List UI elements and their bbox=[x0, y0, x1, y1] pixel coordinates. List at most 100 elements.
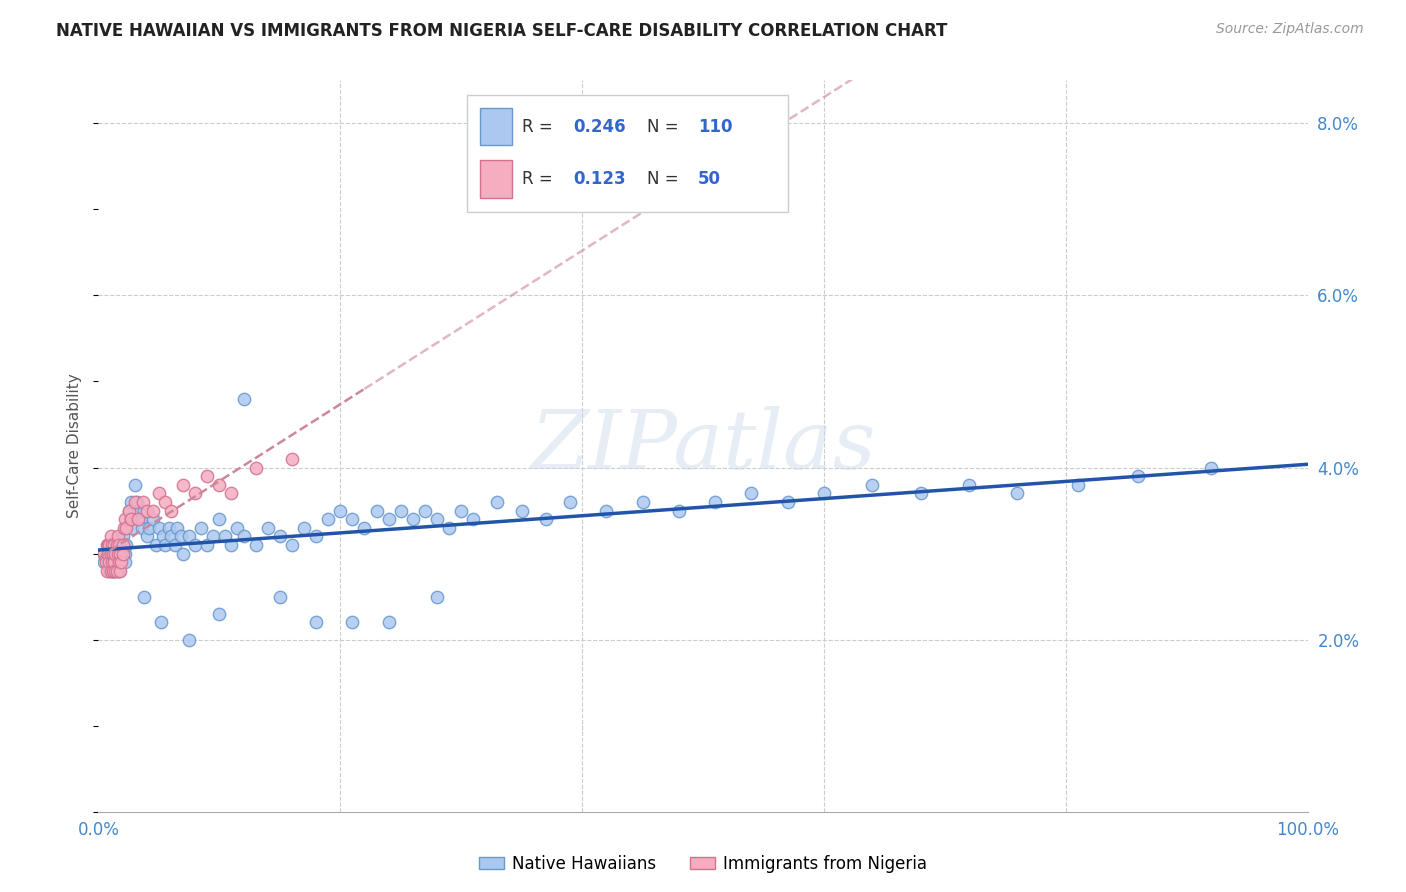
Point bbox=[110, 555, 132, 569]
Point bbox=[118, 512, 141, 526]
Point bbox=[377, 512, 399, 526]
Point bbox=[135, 529, 157, 543]
Point bbox=[202, 529, 225, 543]
Point bbox=[115, 521, 138, 535]
Point bbox=[184, 538, 207, 552]
Point bbox=[190, 521, 212, 535]
Point bbox=[103, 538, 125, 552]
Point bbox=[292, 521, 315, 535]
Point bbox=[1007, 486, 1029, 500]
Point bbox=[316, 512, 339, 526]
Point bbox=[486, 495, 509, 509]
Point bbox=[450, 503, 472, 517]
Point bbox=[256, 521, 278, 535]
Point bbox=[118, 503, 141, 517]
Point bbox=[97, 555, 120, 569]
Point bbox=[100, 564, 122, 578]
Point bbox=[152, 529, 174, 543]
Point bbox=[104, 547, 127, 561]
Point bbox=[1128, 469, 1150, 483]
Point bbox=[153, 538, 176, 552]
Point bbox=[100, 555, 122, 569]
Point bbox=[305, 529, 328, 543]
Point bbox=[631, 495, 654, 509]
Point bbox=[100, 529, 122, 543]
Point bbox=[221, 486, 243, 500]
Point bbox=[135, 503, 157, 517]
Point bbox=[105, 538, 128, 552]
Point bbox=[108, 547, 131, 561]
Point bbox=[94, 555, 117, 569]
Point bbox=[463, 512, 485, 526]
Point bbox=[245, 538, 267, 552]
Point bbox=[179, 632, 201, 647]
Point bbox=[329, 503, 352, 517]
Point bbox=[184, 486, 207, 500]
Text: ZIPatlas: ZIPatlas bbox=[530, 406, 876, 486]
Point bbox=[97, 538, 120, 552]
Point bbox=[100, 564, 122, 578]
Point bbox=[160, 529, 183, 543]
Point bbox=[111, 547, 134, 561]
Point bbox=[157, 521, 180, 535]
Point bbox=[195, 538, 218, 552]
Point bbox=[377, 615, 399, 630]
Point bbox=[127, 495, 149, 509]
Point bbox=[107, 564, 129, 578]
Point bbox=[107, 529, 129, 543]
Point bbox=[111, 538, 134, 552]
Point bbox=[127, 512, 149, 526]
Point bbox=[166, 521, 188, 535]
Point bbox=[103, 555, 125, 569]
Point bbox=[108, 564, 131, 578]
Point bbox=[98, 564, 121, 578]
Point bbox=[134, 590, 156, 604]
Point bbox=[1199, 460, 1222, 475]
Point bbox=[342, 512, 364, 526]
Point bbox=[93, 547, 115, 561]
Point bbox=[103, 538, 125, 552]
Point bbox=[208, 512, 231, 526]
Point bbox=[108, 555, 131, 569]
Point bbox=[129, 512, 152, 526]
Point bbox=[957, 477, 980, 491]
Point bbox=[813, 486, 835, 500]
Point bbox=[426, 590, 449, 604]
Point bbox=[112, 538, 135, 552]
Point bbox=[108, 538, 131, 552]
Point bbox=[860, 477, 883, 491]
Point bbox=[103, 555, 125, 569]
Point bbox=[342, 615, 364, 630]
Point bbox=[668, 503, 690, 517]
Point bbox=[148, 486, 170, 500]
Point bbox=[104, 547, 127, 561]
Point bbox=[96, 538, 118, 552]
Point bbox=[114, 547, 136, 561]
Point bbox=[281, 451, 304, 466]
Text: NATIVE HAWAIIAN VS IMMIGRANTS FROM NIGERIA SELF-CARE DISABILITY CORRELATION CHAR: NATIVE HAWAIIAN VS IMMIGRANTS FROM NIGER… bbox=[56, 22, 948, 40]
Point bbox=[98, 555, 121, 569]
Point bbox=[97, 547, 120, 561]
Point bbox=[366, 503, 388, 517]
Point bbox=[93, 555, 115, 569]
Point bbox=[163, 538, 186, 552]
Point bbox=[413, 503, 436, 517]
Point bbox=[108, 547, 131, 561]
Point bbox=[389, 503, 412, 517]
Point bbox=[104, 564, 127, 578]
Point bbox=[105, 555, 128, 569]
Point bbox=[110, 547, 132, 561]
Point bbox=[172, 477, 194, 491]
Point bbox=[776, 495, 799, 509]
Point bbox=[132, 495, 155, 509]
Point bbox=[1067, 477, 1090, 491]
Point bbox=[100, 547, 122, 561]
Point bbox=[121, 521, 143, 535]
Point bbox=[910, 486, 932, 500]
Point bbox=[101, 547, 124, 561]
Point bbox=[124, 495, 146, 509]
Point bbox=[118, 503, 141, 517]
Y-axis label: Self-Care Disability: Self-Care Disability bbox=[67, 374, 83, 518]
Point bbox=[142, 503, 165, 517]
Point bbox=[150, 615, 173, 630]
